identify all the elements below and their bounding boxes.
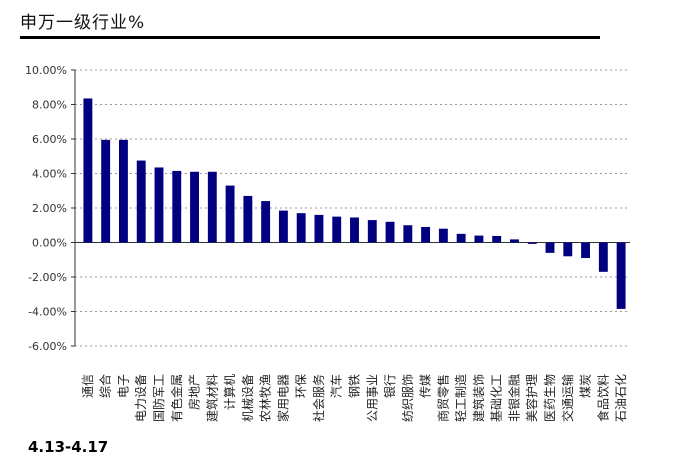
bar	[367, 220, 377, 243]
y-tick-label: -6.00%	[28, 340, 67, 353]
category-label: 有色金属	[169, 374, 184, 422]
bar	[616, 242, 626, 309]
category-label: 通信	[81, 374, 95, 398]
category-label: 建筑装饰	[471, 374, 486, 422]
category-label: 计算机	[222, 374, 237, 410]
bar	[83, 98, 93, 243]
bar	[332, 216, 342, 243]
category-label: 非银金融	[506, 374, 521, 422]
axes: 10.00% 8.00% 6.00% 4.00% 2.00% 0.00% -2.00% -4.…	[25, 64, 630, 353]
bar	[438, 228, 448, 243]
bar	[403, 225, 413, 243]
bar	[474, 235, 484, 243]
category-label: 医药生物	[543, 374, 557, 422]
y-tick-label: 4.00%	[32, 168, 67, 181]
category-label: 国防军工	[151, 374, 166, 422]
bar	[350, 217, 359, 243]
category-label: 传媒	[418, 374, 433, 398]
category-label: 农林牧渔	[259, 374, 273, 422]
date-range-label: 4.13-4.17	[28, 438, 109, 456]
y-tick-label: -2.00%	[28, 271, 67, 284]
bars	[83, 98, 626, 309]
bar	[261, 201, 271, 243]
chart-title: 申万一级行业%	[20, 13, 146, 33]
category-label: 钢铁	[348, 374, 362, 398]
category-label: 基础化工	[490, 374, 504, 422]
bar	[545, 242, 555, 253]
y-tick-label: 10.00%	[25, 64, 67, 77]
category-label: 汽车	[329, 374, 344, 398]
bar	[225, 185, 235, 243]
y-tick-label: 2.00%	[32, 202, 67, 215]
y-tick-label: -4.00%	[28, 306, 67, 319]
category-label: 轻工制造	[454, 374, 468, 422]
category-label: 房地产	[187, 374, 202, 410]
category-label: 食品饮料	[595, 374, 610, 422]
bar	[190, 171, 199, 243]
bar	[118, 139, 128, 243]
bar	[563, 242, 573, 257]
bar	[385, 221, 395, 243]
bar	[421, 226, 431, 243]
category-label: 电力设备	[134, 374, 148, 422]
category-label: 社会服务	[311, 374, 326, 422]
y-tick-label: 0.00%	[32, 237, 67, 250]
category-label: 家用电器	[275, 374, 290, 422]
bar	[207, 171, 217, 243]
category-label: 建筑材料	[204, 374, 219, 422]
category-label: 公用事业	[365, 374, 379, 422]
category-label: 电子	[116, 374, 130, 398]
category-label: 交通运输	[560, 374, 575, 422]
category-label: 石油石化	[614, 374, 628, 422]
category-label: 综合	[98, 374, 113, 398]
bar	[492, 235, 502, 243]
bar	[154, 167, 164, 243]
title-underline	[20, 36, 600, 39]
category-labels: 通信 综合 电子 电力设备 国防军工 有色金属 房地产 建筑材料 计算机 机械设备 农林牧渔 家用电器…	[81, 374, 628, 422]
bar	[278, 210, 288, 243]
category-label: 银行	[383, 374, 397, 398]
bar	[243, 195, 253, 243]
bar	[101, 139, 111, 243]
category-label: 商贸零售	[435, 374, 450, 422]
bar	[527, 242, 537, 244]
bar	[456, 233, 466, 243]
bar	[510, 239, 519, 243]
category-label: 机械设备	[240, 374, 255, 422]
y-tick-label: 6.00%	[32, 133, 67, 146]
bar	[598, 242, 608, 272]
y-tick-label: 8.00%	[32, 99, 67, 112]
bar	[314, 214, 324, 243]
category-label: 煤炭	[579, 374, 593, 398]
bar	[296, 213, 306, 243]
category-label: 环保	[294, 374, 308, 398]
bar	[136, 160, 146, 243]
bar	[581, 242, 591, 259]
category-label: 纺织服饰	[401, 374, 415, 422]
category-label: 美容护理	[524, 374, 539, 422]
bar	[172, 170, 182, 243]
